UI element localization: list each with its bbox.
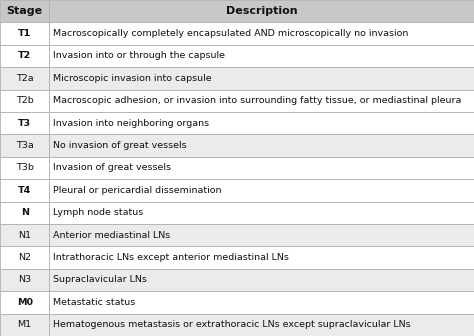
Text: Macroscopically completely encapsulated AND microscopically no invasion: Macroscopically completely encapsulated … — [53, 29, 409, 38]
Text: M1: M1 — [18, 320, 32, 329]
Text: N3: N3 — [18, 276, 31, 285]
Text: T3b: T3b — [16, 164, 34, 172]
Bar — [49, 23, 474, 45]
Bar — [49, 313, 474, 336]
Bar — [49, 67, 474, 90]
Bar — [0, 224, 49, 246]
Bar — [0, 134, 49, 157]
Text: Hematogenous metastasis or extrathoracic LNs except supraclavicular LNs: Hematogenous metastasis or extrathoracic… — [53, 320, 411, 329]
Text: T2a: T2a — [16, 74, 34, 83]
Bar — [49, 179, 474, 202]
Bar — [49, 112, 474, 134]
Text: Lymph node status: Lymph node status — [53, 208, 144, 217]
Bar — [49, 202, 474, 224]
Text: T3: T3 — [18, 119, 31, 128]
Bar — [49, 157, 474, 179]
Bar — [49, 0, 474, 23]
Text: No invasion of great vessels: No invasion of great vessels — [53, 141, 187, 150]
Text: Anterior mediastinal LNs: Anterior mediastinal LNs — [53, 231, 171, 240]
Text: Intrathoracic LNs except anterior mediastinal LNs: Intrathoracic LNs except anterior medias… — [53, 253, 289, 262]
Bar — [0, 202, 49, 224]
Bar — [49, 45, 474, 67]
Text: Description: Description — [226, 6, 298, 16]
Bar — [0, 246, 49, 269]
Bar — [0, 0, 49, 23]
Text: Stage: Stage — [7, 6, 43, 16]
Bar — [49, 291, 474, 313]
Text: T1: T1 — [18, 29, 31, 38]
Text: T2b: T2b — [16, 96, 34, 105]
Text: T3a: T3a — [16, 141, 34, 150]
Bar — [0, 157, 49, 179]
Text: Invasion into neighboring organs: Invasion into neighboring organs — [53, 119, 210, 128]
Text: M0: M0 — [17, 298, 33, 307]
Bar — [49, 269, 474, 291]
Text: T4: T4 — [18, 186, 31, 195]
Text: Microscopic invasion into capsule: Microscopic invasion into capsule — [53, 74, 212, 83]
Text: Invasion into or through the capsule: Invasion into or through the capsule — [53, 51, 225, 60]
Bar — [49, 224, 474, 246]
Text: N1: N1 — [18, 231, 31, 240]
Bar — [49, 134, 474, 157]
Bar — [0, 291, 49, 313]
Bar — [0, 179, 49, 202]
Bar — [0, 67, 49, 90]
Text: Supraclavicular LNs: Supraclavicular LNs — [53, 276, 147, 285]
Bar — [0, 45, 49, 67]
Bar — [49, 246, 474, 269]
Text: Metastatic status: Metastatic status — [53, 298, 136, 307]
Text: N: N — [21, 208, 28, 217]
Bar — [49, 90, 474, 112]
Text: Invasion of great vessels: Invasion of great vessels — [53, 164, 171, 172]
Bar — [0, 313, 49, 336]
Text: Macroscopic adhesion, or invasion into surrounding fatty tissue, or mediastinal : Macroscopic adhesion, or invasion into s… — [53, 96, 462, 105]
Bar — [0, 90, 49, 112]
Bar — [0, 112, 49, 134]
Bar — [0, 23, 49, 45]
Text: N2: N2 — [18, 253, 31, 262]
Text: Pleural or pericardial dissemination: Pleural or pericardial dissemination — [53, 186, 222, 195]
Bar — [0, 269, 49, 291]
Text: T2: T2 — [18, 51, 31, 60]
